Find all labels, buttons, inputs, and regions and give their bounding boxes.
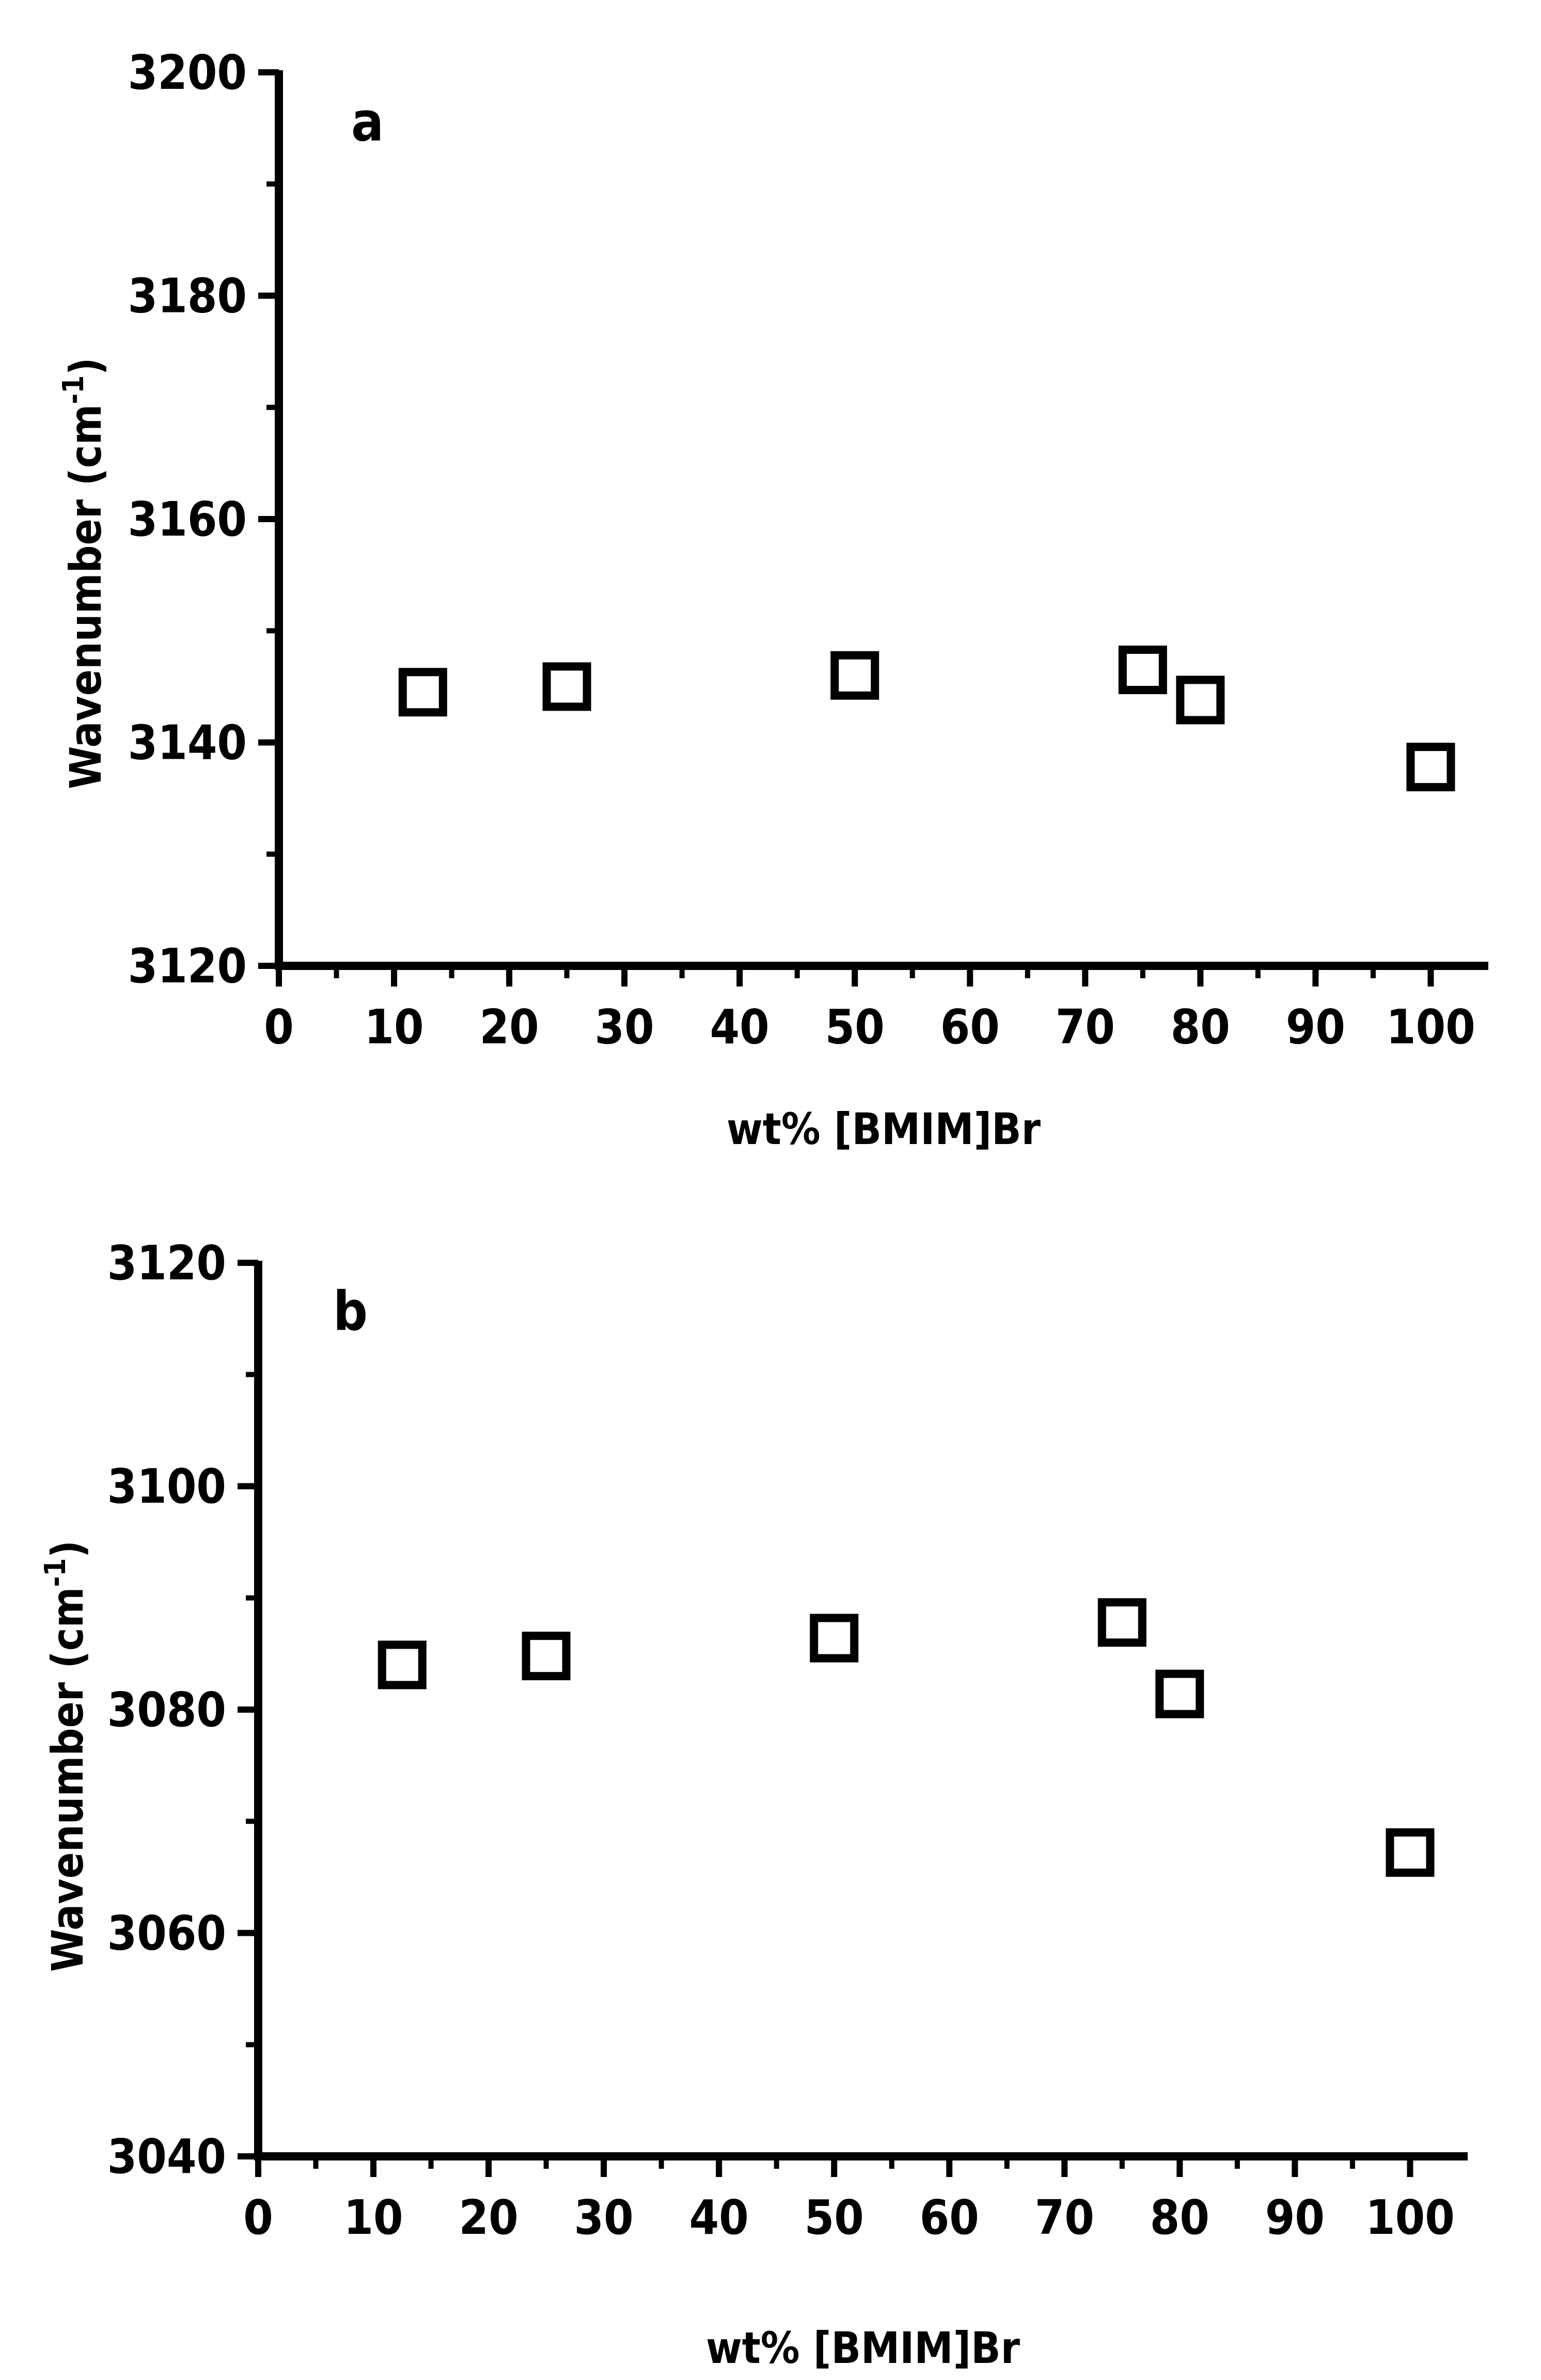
y-tick-label: 3100 xyxy=(107,1459,226,1514)
x-tick-label: 70 xyxy=(1056,999,1115,1055)
x-tick-label: 80 xyxy=(1150,2190,1209,2245)
x-tick-label: 90 xyxy=(1265,2190,1325,2245)
data-point xyxy=(1155,1669,1204,1718)
x-axis-label: wt% [BMIM]Br xyxy=(727,1104,1041,1154)
x-tick-label: 80 xyxy=(1171,999,1230,1055)
data-point xyxy=(830,651,879,700)
x-tick-label: 50 xyxy=(825,999,885,1055)
data-point xyxy=(542,662,591,711)
panel-letter: b xyxy=(333,1280,368,1343)
x-tick-label: 30 xyxy=(595,999,654,1055)
x-tick-label: 70 xyxy=(1035,2190,1094,2245)
data-point xyxy=(378,1640,427,1689)
y-tick-label: 3080 xyxy=(107,1682,226,1737)
x-tick-label: 10 xyxy=(343,2190,403,2245)
x-tick-label: 100 xyxy=(1365,2190,1455,2245)
x-tick-label: 0 xyxy=(264,999,294,1055)
chart-panel-a: 3120 3140 3160 3180 3200 0 10 20 30 40 50 60 70 80 90 1… xyxy=(57,45,1488,1154)
data-point xyxy=(810,1614,859,1663)
x-tick-label: 100 xyxy=(1386,999,1475,1055)
y-axis-label: Wavenumber (cm-1) xyxy=(57,357,111,789)
data-point xyxy=(398,668,447,717)
data-point xyxy=(1406,743,1455,792)
y-tick-label: 3160 xyxy=(128,492,247,547)
x-tick-label: 30 xyxy=(574,2190,634,2245)
x-tick-label: 50 xyxy=(805,2190,864,2245)
x-tick-label: 40 xyxy=(710,999,769,1055)
data-point xyxy=(1118,645,1167,694)
y-tick-label: 3040 xyxy=(107,2129,226,2184)
x-tick-label: 10 xyxy=(364,999,423,1055)
panel-letter: a xyxy=(351,90,384,153)
x-tick-label: 60 xyxy=(920,2190,979,2245)
x-tick-label: 20 xyxy=(459,2190,518,2245)
y-tick-label: 3180 xyxy=(128,269,247,324)
y-tick-label: 3060 xyxy=(107,1906,226,1961)
y-axis-label: Wavenumber (cm-1) xyxy=(39,1540,93,1972)
x-axis-label: wt% [BMIM]Br xyxy=(706,2323,1020,2373)
x-tick-label: 0 xyxy=(243,2190,273,2245)
y-tick-label: 3120 xyxy=(107,1235,226,1291)
data-point xyxy=(1386,1828,1435,1877)
x-tick-label: 90 xyxy=(1286,999,1345,1055)
data-point xyxy=(1097,1598,1146,1647)
x-tick-label: 40 xyxy=(689,2190,749,2245)
y-tick-label: 3120 xyxy=(128,938,247,994)
x-tick-label: 20 xyxy=(480,999,539,1055)
data-point xyxy=(1176,676,1225,725)
x-tick-label: 60 xyxy=(940,999,1000,1055)
data-point xyxy=(522,1632,571,1681)
y-tick-label: 3200 xyxy=(128,45,247,100)
y-tick-label: 3140 xyxy=(128,715,247,771)
